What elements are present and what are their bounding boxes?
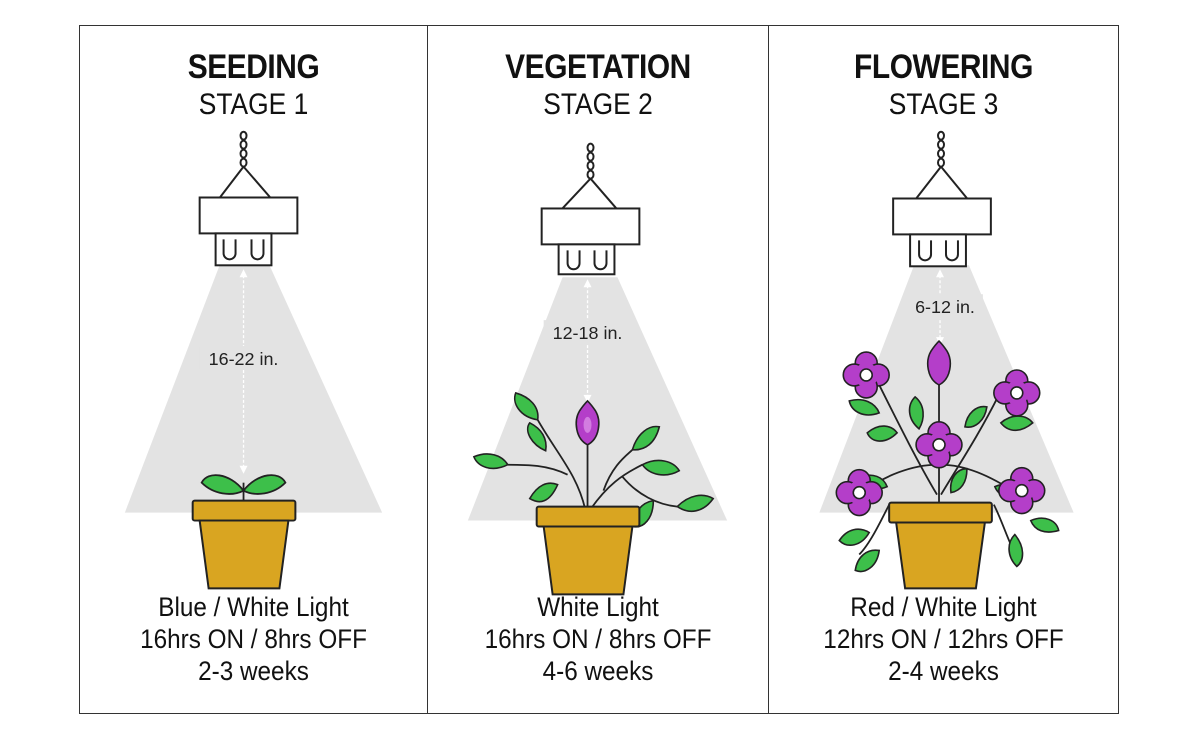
- stage-title: SEEDING: [187, 48, 320, 86]
- leaf-icon: [472, 391, 715, 528]
- grow-light-icon: [892, 197, 992, 268]
- grow-light-icon: [540, 207, 641, 276]
- distance-label: 16-22 in.: [209, 349, 279, 369]
- distance-label: 12-18 in.: [553, 323, 623, 343]
- stage-duration: 4-6 weeks: [542, 656, 654, 686]
- stage-info: White Light 16hrs ON / 8hrs OFF 4-6 week…: [428, 591, 768, 687]
- stage-number: STAGE 2: [543, 88, 653, 121]
- light-type: Red / White Light: [850, 592, 1037, 622]
- chain-icon: [912, 130, 974, 207]
- grow-light-icon: [198, 196, 299, 267]
- light-cycle: 16hrs ON / 8hrs OFF: [140, 624, 367, 654]
- light-beam: [467, 277, 728, 521]
- stage-duration: 2-4 weeks: [888, 656, 999, 686]
- label-backdrop: [543, 320, 630, 345]
- stage-title: VEGETATION: [505, 48, 691, 86]
- chain-icon: [216, 130, 277, 205]
- plant-stems: [507, 419, 678, 512]
- plant-pot-icon: [888, 501, 993, 590]
- flower-icon: [835, 339, 1046, 517]
- stage-illustration: 12-18 in.: [467, 142, 728, 596]
- plant-pot-icon: [191, 499, 297, 590]
- stage-panel-seeding: SEEDING STAGE 1: [80, 26, 428, 713]
- arrow-head-down: [239, 465, 248, 474]
- stage-number: STAGE 3: [888, 88, 999, 121]
- plant-pot-icon: [535, 505, 641, 596]
- diagram-frame: SEEDING STAGE 1: [79, 25, 1119, 714]
- arrow-head-up: [936, 269, 944, 278]
- stage-title: FLOWERING: [854, 48, 1033, 86]
- stage-illustration: 6-12 in.: [819, 130, 1074, 590]
- stage-panel-flowering: FLOWERING STAGE 3: [769, 26, 1118, 713]
- arrow-head-up: [583, 279, 592, 288]
- stage-info: Red / White Light 12hrs ON / 12hrs OFF 2…: [769, 591, 1118, 687]
- stage-duration: 2-3 weeks: [198, 656, 309, 686]
- light-cycle: 12hrs ON / 12hrs OFF: [823, 624, 1064, 654]
- arrow-head-up: [239, 269, 248, 278]
- chain-icon: [558, 142, 624, 217]
- light-type: Blue / White Light: [158, 592, 349, 622]
- stage-illustration: 16-22 in.: [124, 130, 383, 590]
- flower-icon: [575, 399, 600, 446]
- distance-label: 6-12 in.: [915, 297, 975, 317]
- stage-number: STAGE 1: [198, 88, 309, 121]
- arrow-head-down: [583, 394, 592, 403]
- light-type: White Light: [537, 592, 659, 622]
- label-backdrop: [903, 294, 983, 319]
- label-backdrop: [199, 346, 288, 370]
- light-beam: [819, 265, 1074, 513]
- stage-info: Blue / White Light 16hrs ON / 8hrs OFF 2…: [80, 591, 427, 687]
- leaf-icon: [200, 474, 287, 505]
- stage-panel-vegetation: VEGETATION STAGE 2: [428, 26, 769, 713]
- light-beam: [124, 265, 383, 513]
- light-cycle: 16hrs ON / 8hrs OFF: [484, 624, 712, 654]
